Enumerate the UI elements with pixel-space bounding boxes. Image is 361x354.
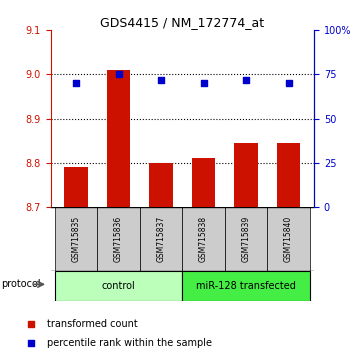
Text: protocol: protocol xyxy=(1,279,41,289)
Text: GSM715840: GSM715840 xyxy=(284,216,293,262)
Point xyxy=(201,80,206,86)
Text: GSM715835: GSM715835 xyxy=(71,216,81,262)
Bar xyxy=(267,207,310,271)
Bar xyxy=(192,158,215,207)
Bar xyxy=(182,207,225,271)
Bar xyxy=(55,207,97,271)
Bar xyxy=(234,143,258,207)
Bar xyxy=(225,207,267,271)
Point xyxy=(28,341,34,346)
Text: miR-128 transfected: miR-128 transfected xyxy=(196,281,296,291)
Text: percentile rank within the sample: percentile rank within the sample xyxy=(47,338,212,348)
Title: GDS4415 / NM_172774_at: GDS4415 / NM_172774_at xyxy=(100,16,264,29)
Point xyxy=(116,72,121,77)
Bar xyxy=(149,163,173,207)
Text: transformed count: transformed count xyxy=(47,319,138,329)
Point xyxy=(158,77,164,82)
Point xyxy=(28,321,34,327)
Bar xyxy=(277,143,300,207)
Text: GSM715837: GSM715837 xyxy=(157,216,166,262)
Text: GSM715838: GSM715838 xyxy=(199,216,208,262)
Bar xyxy=(182,271,310,301)
Bar xyxy=(140,207,182,271)
Text: control: control xyxy=(102,281,135,291)
Text: GSM715839: GSM715839 xyxy=(242,216,251,262)
Point xyxy=(243,77,249,82)
Point xyxy=(73,80,79,86)
Point xyxy=(286,80,291,86)
Bar xyxy=(55,271,182,301)
Text: GSM715836: GSM715836 xyxy=(114,216,123,262)
Bar xyxy=(64,167,88,207)
Bar xyxy=(107,70,130,207)
Bar xyxy=(97,207,140,271)
